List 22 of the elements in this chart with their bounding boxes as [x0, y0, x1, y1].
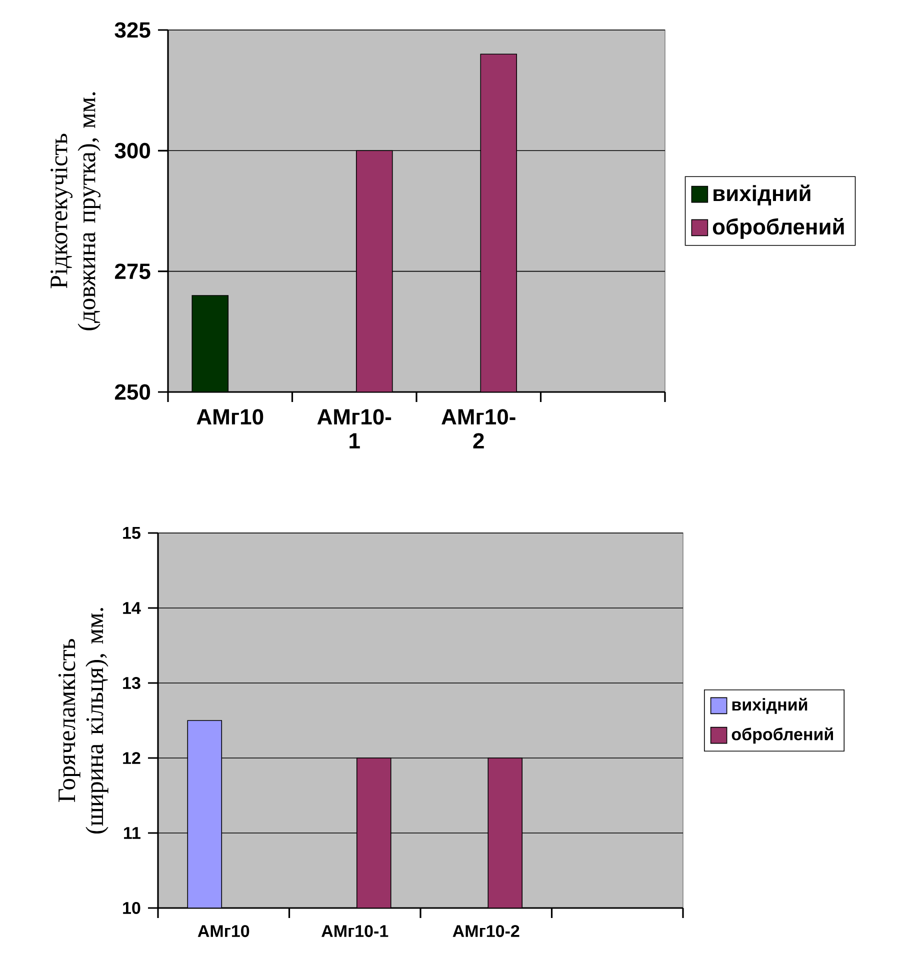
- y-tick-label: 11: [124, 827, 140, 839]
- y-tick-label: 14: [123, 602, 141, 614]
- y-tick-label: 15: [123, 527, 140, 539]
- x-tick-label: АМг10: [198, 925, 250, 938]
- x-tick-label: АМг10-2: [442, 409, 516, 448]
- y-axis-title: Рідкотекучість (довжина прутка), мм.: [50, 92, 100, 330]
- y-tick-label: 10: [123, 902, 140, 914]
- y-tick-label: 300: [114, 142, 150, 158]
- y-tick-label: 275: [114, 264, 150, 280]
- x-tick-label: АМг10-1: [317, 409, 392, 448]
- legend-label: вихідний: [732, 698, 808, 714]
- legend-label: оброблений: [712, 218, 844, 239]
- x-tick-label: АМг10-2: [452, 925, 520, 938]
- legend-label: оброблений: [732, 728, 833, 744]
- legend-label: вихідний: [714, 184, 810, 206]
- x-tick-label: АМг10-1: [322, 925, 388, 938]
- y-tick-label: 13: [123, 676, 140, 690]
- y-tick-label: 250: [114, 384, 150, 400]
- y-tick-label: 325: [114, 22, 150, 38]
- y-tick-label: 12: [123, 752, 140, 764]
- y-axis-title: Горячеламкість (ширина кільця), мм.: [58, 608, 108, 834]
- x-tick-label: АМг10: [196, 409, 264, 425]
